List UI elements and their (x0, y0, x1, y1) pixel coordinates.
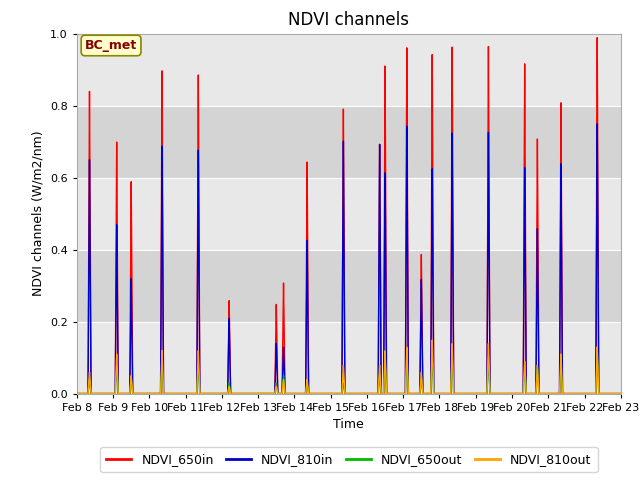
NDVI_810out (546, 391, 554, 396)
NDVI_650in (593, 35, 601, 40)
Line: NDVI_810out: NDVI_810out (77, 340, 621, 394)
Bar (77, 34, 621, 106)
NDVI_650out (420, 391, 428, 396)
NDVI_810out (616, 391, 623, 396)
NDVI_650in (546, 391, 554, 396)
NDVI_810out (317, 391, 325, 396)
NDVI_650out (561, 391, 568, 396)
NDVI_810out (617, 391, 625, 396)
NDVI_810in (616, 391, 623, 396)
NDVI_650in (617, 391, 625, 396)
Legend: NDVI_650in, NDVI_810in, NDVI_650out, NDVI_810out: NDVI_650in, NDVI_810in, NDVI_650out, NDV… (100, 447, 598, 472)
NDVI_810out (73, 391, 81, 396)
NDVI_810in (561, 391, 568, 396)
Line: NDVI_650in: NDVI_650in (77, 37, 621, 394)
NDVI_650out (617, 391, 625, 396)
Bar (77, 322, 621, 394)
Y-axis label: NDVI channels (W/m2/nm): NDVI channels (W/m2/nm) (31, 131, 44, 297)
NDVI_810out (428, 337, 436, 343)
NDVI_810in (73, 391, 81, 396)
Title: NDVI channels: NDVI channels (288, 11, 410, 29)
Bar (77, 250, 621, 322)
NDVI_650out (609, 391, 617, 396)
NDVI_650out (616, 391, 623, 396)
NDVI_810in (593, 121, 601, 127)
NDVI_650in (420, 391, 428, 396)
NDVI_810in (317, 391, 325, 396)
Line: NDVI_810in: NDVI_810in (77, 124, 621, 394)
NDVI_650in (73, 391, 81, 396)
Bar (77, 106, 621, 178)
NDVI_810out (561, 391, 568, 396)
NDVI_810in (617, 391, 625, 396)
NDVI_650out (546, 391, 554, 396)
NDVI_650in (317, 391, 325, 396)
NDVI_810in (609, 391, 617, 396)
NDVI_650in (616, 391, 623, 396)
NDVI_650out (73, 391, 81, 396)
Text: BC_met: BC_met (85, 39, 137, 52)
NDVI_810out (609, 391, 617, 396)
NDVI_650out (593, 351, 601, 357)
NDVI_810in (546, 391, 554, 396)
Bar (77, 178, 621, 250)
NDVI_650out (317, 391, 325, 396)
NDVI_650in (609, 391, 617, 396)
Line: NDVI_650out: NDVI_650out (77, 354, 621, 394)
X-axis label: Time: Time (333, 418, 364, 431)
NDVI_810in (420, 391, 428, 396)
NDVI_810out (420, 391, 428, 396)
NDVI_650in (561, 391, 568, 396)
